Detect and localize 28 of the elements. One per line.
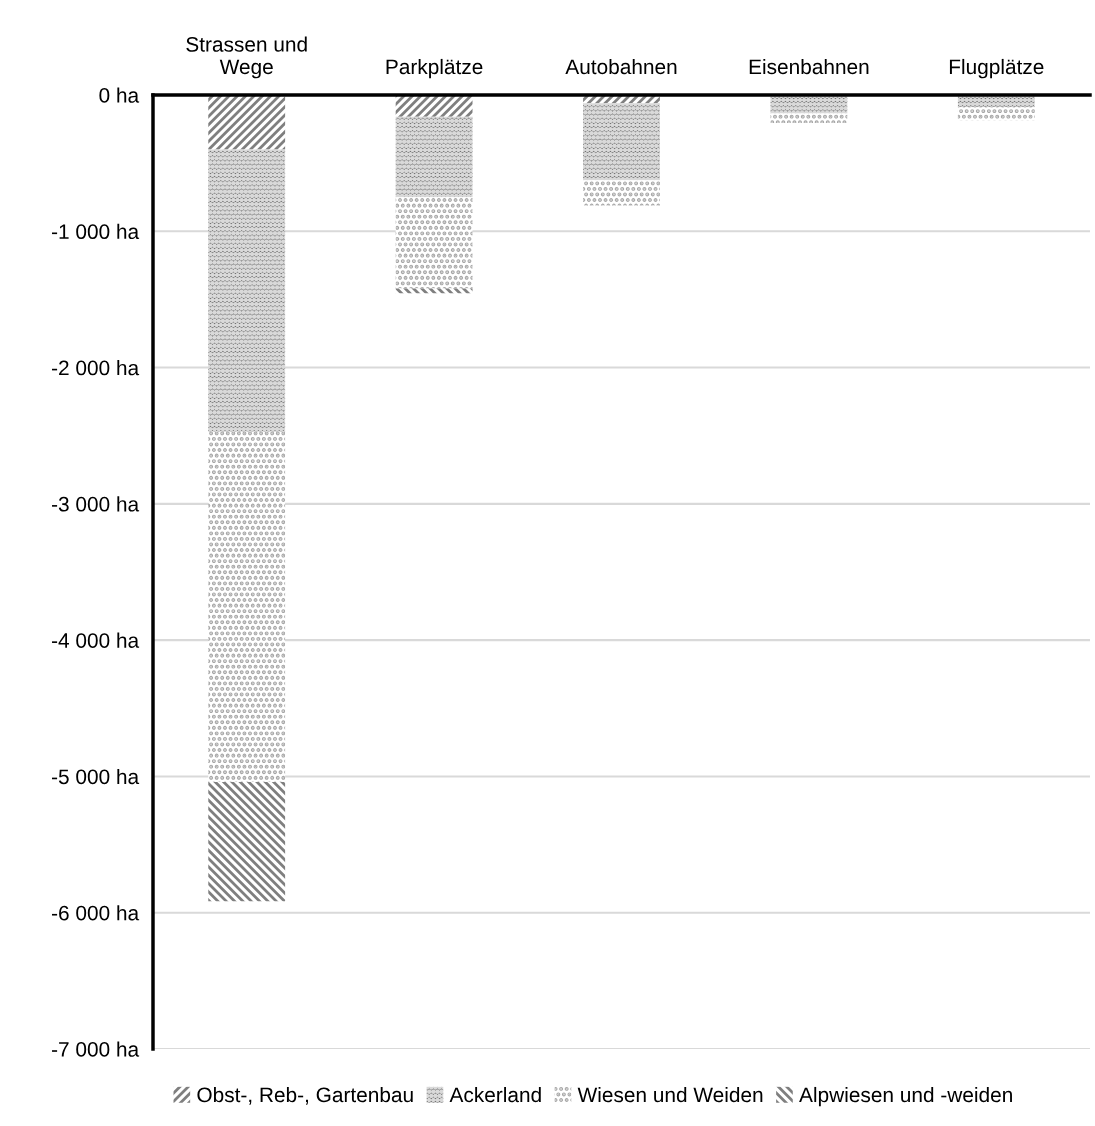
y-tick-label: 0 ha [99,87,140,103]
legend-label: Ackerland [449,1086,541,1103]
y-tick-label: -7 000 ha [52,1041,140,1057]
legend-label: Wiesen und Weiden [577,1086,763,1103]
bar [957,107,1035,121]
bar [583,103,660,181]
y-tick-label: -5 000 ha [52,768,140,785]
x-tick-label: Parkplätze [386,58,483,79]
bar [395,116,473,198]
y-tick-label: -6 000 ha [52,905,140,921]
y-tick-label: -2 000 ha [52,360,140,376]
x-tick-label: Autobahnen [565,58,677,75]
bar [208,431,286,782]
legend-label: Alpwiesen und -weiden [799,1086,1012,1107]
x-tick-label: Eisenbahnen [749,58,869,75]
bar [395,95,473,117]
bar [208,781,286,902]
bar [583,180,660,206]
bar [208,95,286,150]
y-tick-label: -1 000 ha [52,223,140,240]
bar [208,149,286,432]
y-tick-label: -3 000 ha [52,496,140,512]
y-tick-label: -4 000 ha [52,632,140,648]
x-tick-label: Flugplätze [949,58,1044,79]
bar [770,113,848,123]
legend-label: Obst-, Reb-, Gartenbau [197,1086,413,1105]
bar [395,197,473,289]
x-tick-label: Strassen und Wege [186,36,307,79]
